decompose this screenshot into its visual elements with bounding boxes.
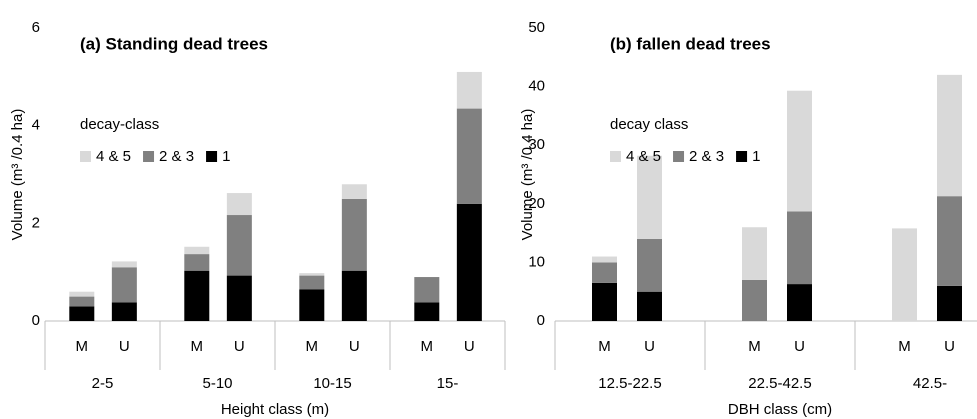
x-tick-label: U (464, 338, 475, 355)
bar-segment (892, 228, 917, 321)
y-tick-label: 40 (528, 78, 545, 95)
y-tick-label: 0 (32, 312, 40, 329)
x-tick-label: M (76, 338, 89, 355)
bar-segment (592, 256, 617, 263)
legend-swatch (143, 151, 155, 162)
legend-label: 4 & 5 (626, 148, 661, 165)
y-axis-label: Volume (m³ /0.4 ha) (519, 109, 536, 241)
x-tick-label: U (119, 338, 130, 355)
x-tick-label: U (234, 338, 245, 355)
bar-segment (111, 302, 137, 321)
x-tick-label: M (191, 338, 204, 355)
bar-segment (937, 285, 962, 321)
y-tick-label: 4 (32, 117, 40, 134)
bar-segment (637, 291, 662, 321)
x-axis-label: DBH class (cm) (728, 401, 832, 418)
bar-segment (787, 284, 812, 321)
legend-swatch (206, 151, 218, 162)
y-tick-label: 0 (537, 312, 545, 329)
legend-swatch (80, 151, 91, 162)
bar-segment (456, 203, 482, 321)
bar-segment (456, 108, 482, 204)
y-tick-label: 30 (528, 136, 545, 153)
chart-title: (b) fallen dead trees (610, 34, 771, 53)
bar-segment (592, 262, 617, 283)
group-label: 2-5 (92, 375, 114, 392)
bar-segment (787, 90, 812, 212)
bar-segment (414, 302, 440, 321)
bar-segment (299, 275, 325, 290)
y-tick-label: 20 (528, 195, 545, 212)
bar-segment (111, 267, 137, 303)
bar-segment (787, 211, 812, 285)
y-tick-label: 10 (528, 253, 545, 270)
group-label: 10-15 (313, 375, 351, 392)
bar-segment (69, 296, 95, 307)
legend-title: decay class (610, 116, 688, 133)
bar-segment (111, 261, 137, 268)
bar-segment (299, 273, 325, 276)
bar-segment (637, 238, 662, 292)
bar-segment (226, 215, 252, 276)
x-tick-label: M (898, 338, 911, 355)
x-axis-label: Height class (m) (221, 401, 329, 418)
group-label: 15- (437, 375, 459, 392)
bar-segment (937, 74, 962, 197)
legend-label: 1 (752, 148, 760, 165)
bar-segment (742, 227, 767, 280)
bar-segment (69, 306, 95, 321)
x-tick-label: U (349, 338, 360, 355)
bar-segment (341, 270, 367, 321)
bar-segment (341, 198, 367, 271)
group-label: 22.5-42.5 (748, 375, 811, 392)
x-tick-label: M (748, 338, 761, 355)
y-tick-label: 2 (32, 214, 40, 231)
bar-segment (742, 279, 767, 321)
y-tick-label: 6 (32, 19, 40, 36)
legend-swatch (673, 151, 685, 162)
bar-segment (456, 71, 482, 109)
bar-segment (637, 155, 662, 239)
x-tick-label: U (644, 338, 655, 355)
bar-segment (341, 184, 367, 199)
x-tick-label: U (794, 338, 805, 355)
x-tick-label: U (944, 338, 955, 355)
x-tick-label: M (598, 338, 611, 355)
x-tick-label: M (306, 338, 319, 355)
legend-label: 2 & 3 (159, 148, 194, 165)
y-tick-label: 50 (528, 19, 545, 36)
bar-segment (184, 254, 210, 271)
group-label: 42.5- (913, 375, 947, 392)
bar-segment (226, 193, 252, 216)
group-label: 12.5-22.5 (598, 375, 661, 392)
y-axis-label: Volume (m³ /0.4 ha) (9, 109, 26, 241)
legend-label: 1 (222, 148, 230, 165)
bar-segment (69, 291, 95, 297)
legend-swatch (610, 151, 621, 162)
group-label: 5-10 (202, 375, 232, 392)
bar-segment (299, 289, 325, 321)
legend-label: 4 & 5 (96, 148, 131, 165)
bar-segment (937, 196, 962, 286)
bar-segment (592, 282, 617, 321)
bar-segment (184, 270, 210, 321)
legend-title: decay-class (80, 116, 159, 133)
bar-segment (226, 275, 252, 321)
x-tick-label: M (421, 338, 434, 355)
bar-segment (184, 246, 210, 255)
chart-title: (a) Standing dead trees (80, 34, 268, 53)
legend-label: 2 & 3 (689, 148, 724, 165)
legend-swatch (736, 151, 748, 162)
bar-segment (414, 277, 440, 303)
